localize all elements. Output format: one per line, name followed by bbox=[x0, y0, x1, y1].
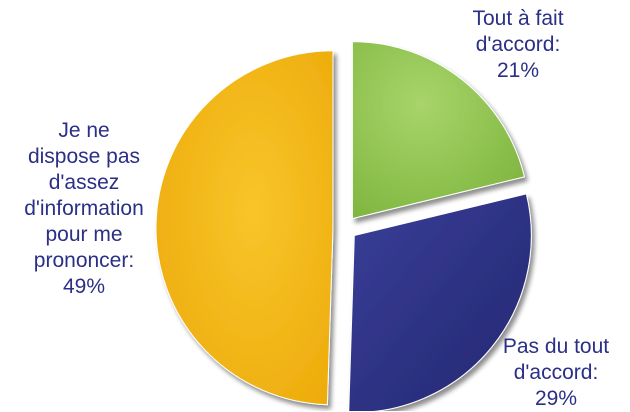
label-line: Je ne bbox=[58, 119, 110, 142]
slice-ne-se-prononce-pas bbox=[155, 50, 334, 406]
label-line: 29% bbox=[534, 387, 578, 410]
label-line: Tout à fait bbox=[472, 7, 564, 30]
label-line: dispose pas bbox=[27, 145, 141, 168]
slice-tout-a-fait-daccord bbox=[351, 41, 526, 220]
label-line: d'assez bbox=[48, 171, 120, 194]
label-line: d'accord: bbox=[475, 33, 561, 56]
slice-pas-du-tout-daccord bbox=[348, 193, 532, 411]
slice-label-pas-du-tout-daccord: Pas du tout d'accord: 29% bbox=[486, 334, 626, 412]
label-line: pour me bbox=[45, 223, 123, 246]
label-line: d'information bbox=[24, 197, 144, 220]
label-line: d'accord: bbox=[513, 361, 599, 384]
label-line: 49% bbox=[62, 275, 106, 298]
label-line: Pas du tout bbox=[502, 335, 610, 358]
slice-label-ne-se-prononce-pas: Je ne dispose pas d'assez d'information … bbox=[0, 118, 168, 300]
slice-label-tout-a-fait-daccord: Tout à fait d'accord: 21% bbox=[448, 6, 588, 84]
label-line: 21% bbox=[496, 59, 540, 82]
label-line: prononcer: bbox=[33, 249, 135, 272]
pie-slices bbox=[155, 41, 532, 411]
